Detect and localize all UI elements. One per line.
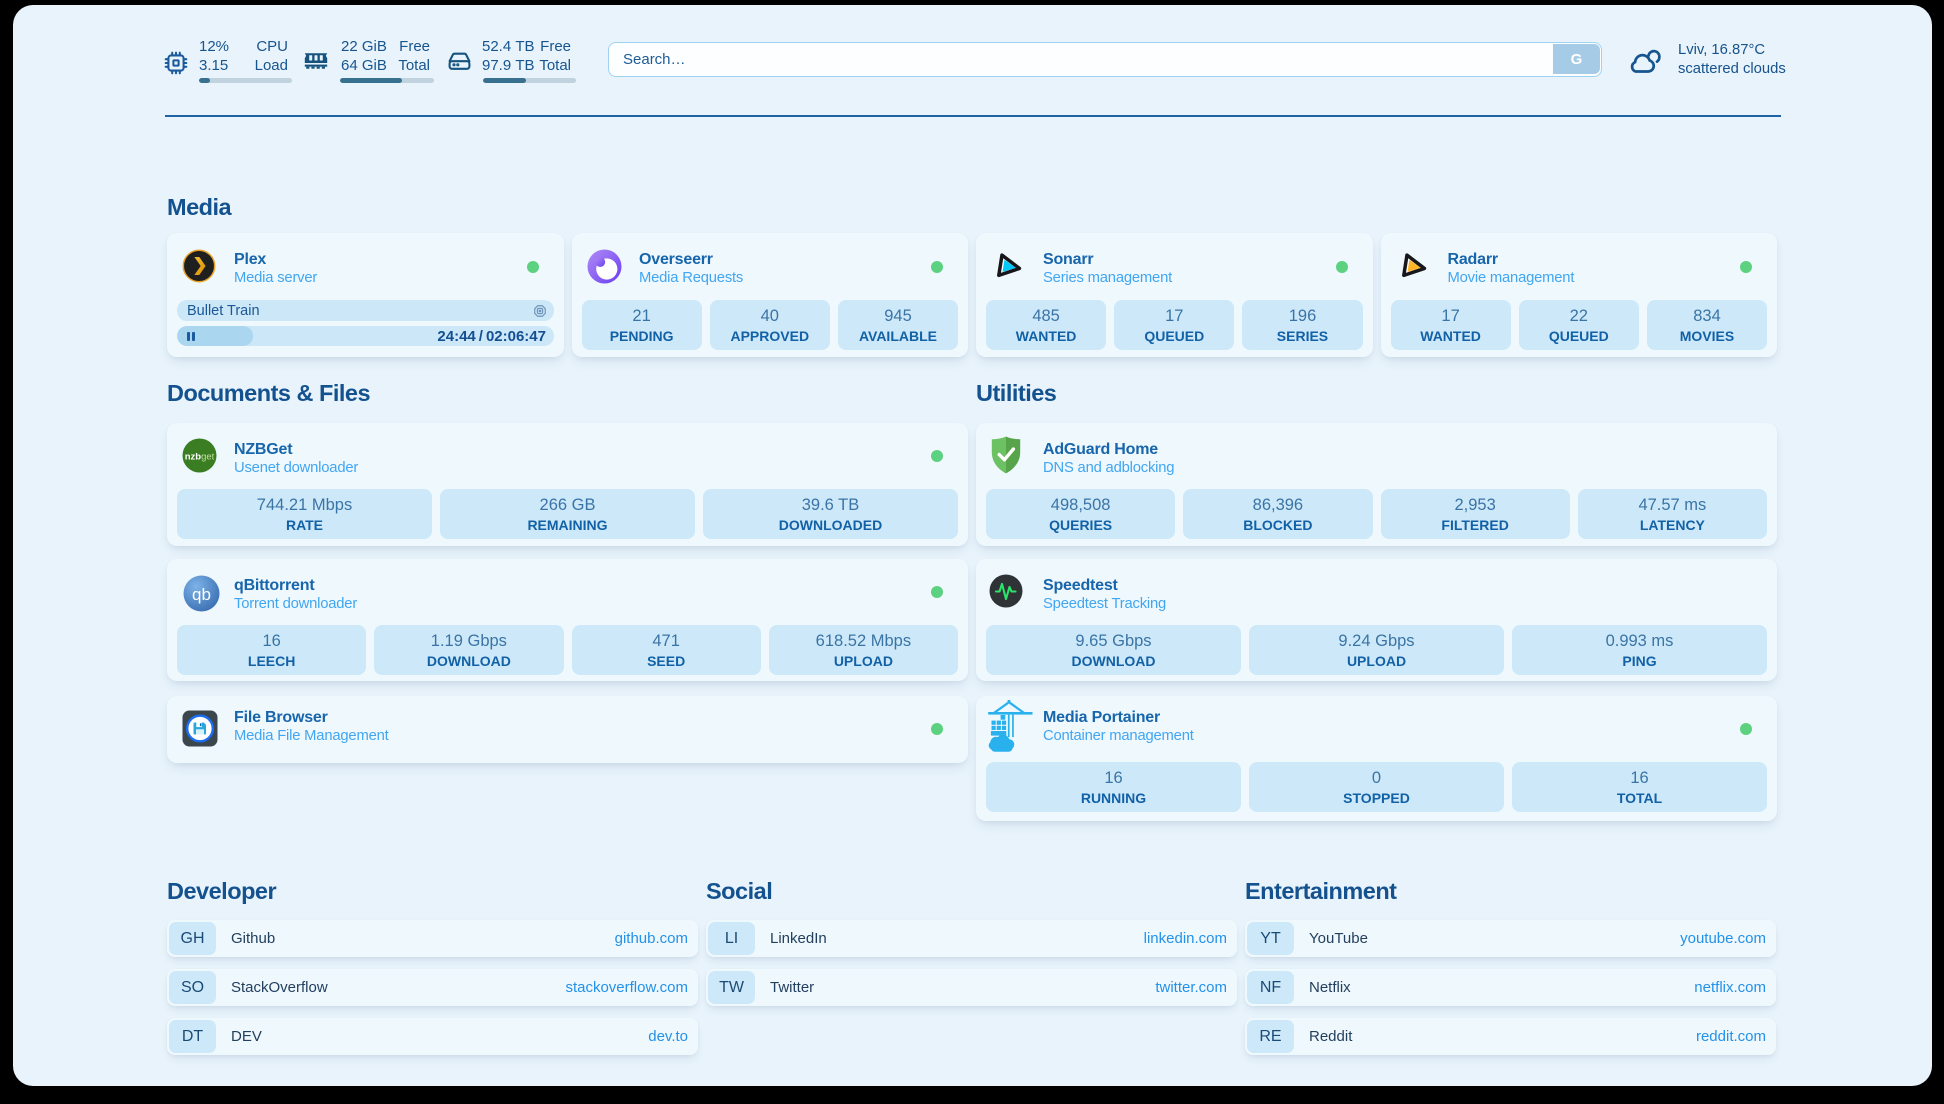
svg-text:nzbget: nzbget [185, 452, 215, 463]
svg-text:qb: qb [192, 585, 211, 604]
